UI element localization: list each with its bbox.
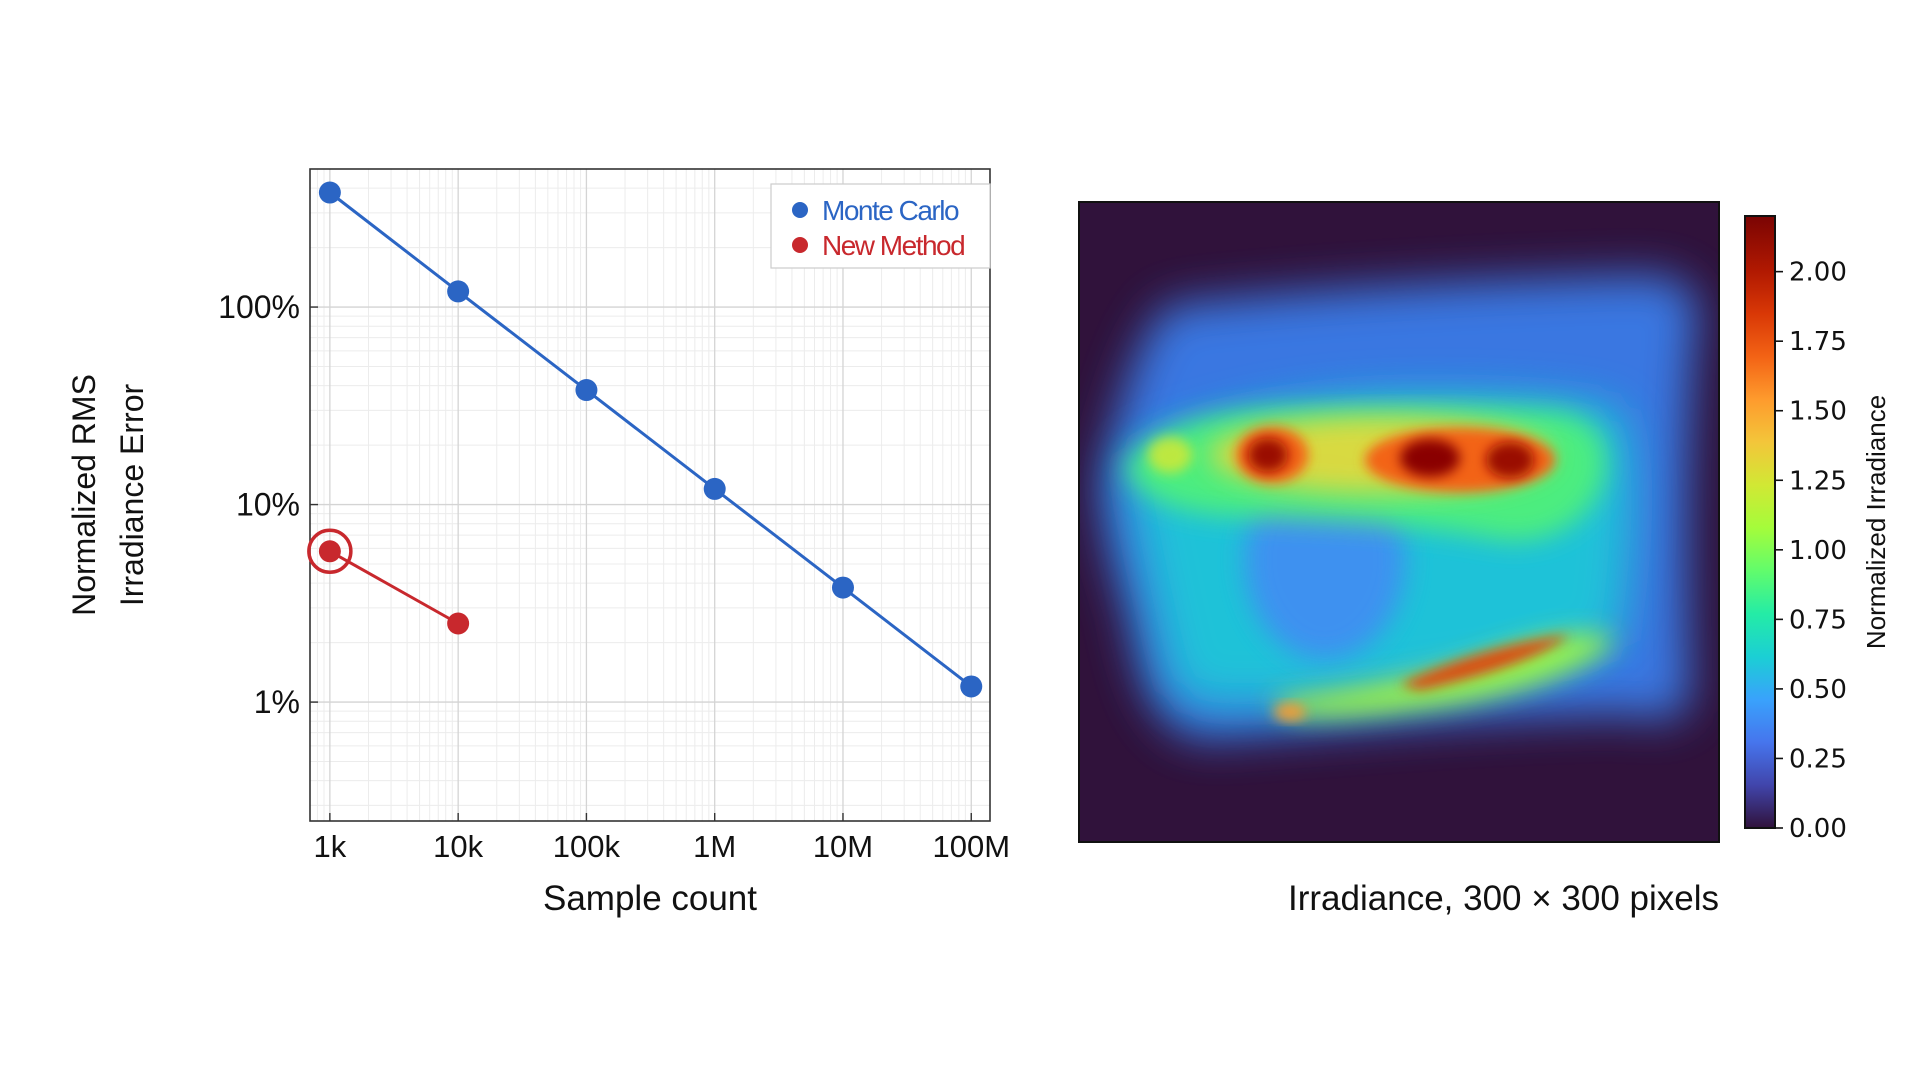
heatmap-lower-left-spot (1274, 703, 1306, 721)
series-points (307, 181, 983, 698)
colorbar-tick-label: 0.50 (1789, 675, 1847, 705)
legend: Monte Carlo New Method (770, 183, 991, 269)
heatmap-caption: Irradiance, 300 × 300 pixels (1288, 879, 1719, 918)
plot-area (310, 169, 990, 821)
irradiance-heatmap: Irradiance, 300 × 300 pixels 0.00 0.25 0.5… (1078, 201, 1891, 918)
heatmap-hot-right-2 (1486, 442, 1534, 478)
data-point-new-method (318, 540, 341, 563)
y-tick-label: 10% (236, 487, 300, 523)
x-tick-label: 100k (553, 829, 621, 864)
heatmap-field (1100, 275, 1698, 740)
x-tick-label: 100M (932, 829, 1010, 864)
x-axis-ticks: 1k 10k 100k 1M 10M 100M (313, 813, 1010, 864)
data-point-monte-carlo (703, 477, 726, 500)
colorbar-gradient (1744, 215, 1776, 829)
data-point-monte-carlo (447, 280, 470, 303)
colorbar-tick-label: 2.00 (1789, 258, 1847, 288)
y-tick-label: 100% (218, 289, 300, 325)
major-grid (310, 169, 990, 821)
x-axis-label: Sample count (543, 879, 757, 918)
data-point-monte-carlo (831, 576, 854, 599)
data-point-monte-carlo (318, 181, 341, 204)
colorbar-tick-label: 0.75 (1789, 605, 1847, 635)
colorbar-tick-label: 1.50 (1789, 397, 1847, 427)
heatmap-lower-hot (1400, 635, 1570, 690)
colorbar-tick-label: 0.25 (1789, 744, 1847, 774)
series-line-monte-carlo (328, 191, 973, 688)
y-axis-label-line-2: Irradiance Error (114, 384, 150, 607)
series-line-new-method (329, 549, 459, 625)
colorbar-ticks: 0.00 0.25 0.50 0.75 1.00 1.25 1.50 1.75 2.00 (1775, 258, 1847, 844)
plot-frame (309, 168, 991, 822)
x-tick-label: 1k (313, 829, 346, 864)
data-point-monte-carlo (960, 675, 983, 698)
error-chart: 1k 10k 100k 1M 10M 100M 1% 10% 100% Sample coun… (66, 168, 1010, 918)
legend-label-monte-carlo: Monte Carlo (822, 195, 959, 226)
colorbar-tick-label: 0.00 (1789, 814, 1847, 844)
legend-label-new-method: New Method (822, 230, 964, 261)
heatmap-hot-left (1248, 438, 1288, 472)
legend-marker-new-method (792, 237, 808, 253)
x-tick-label: 10k (433, 829, 483, 864)
y-axis-ticks: 1% 10% 100% (218, 289, 318, 720)
legend-marker-monte-carlo (792, 202, 808, 218)
colorbar: 0.00 0.25 0.50 0.75 1.00 1.25 1.50 1.75 2.00 Nor… (1744, 215, 1891, 844)
heatmap-left-spot (1148, 437, 1192, 473)
y-axis-label-line-1: Normalized RMS (66, 374, 102, 616)
colorbar-label: Normalized Irradiance (1861, 395, 1891, 649)
data-point-monte-carlo (575, 379, 598, 402)
y-axis-label: Normalized RMS Irradiance Error (66, 374, 150, 616)
data-point-new-method (447, 612, 470, 635)
x-tick-label: 10M (813, 829, 873, 864)
colorbar-tick-label: 1.75 (1789, 327, 1847, 357)
colorbar-tick-label: 1.25 (1789, 466, 1847, 496)
heatmap-frame (1078, 201, 1720, 843)
heatmap-hot-right-1 (1400, 439, 1460, 477)
legend-box (770, 183, 991, 269)
series-lines (328, 191, 973, 688)
y-tick-label: 1% (254, 684, 300, 720)
highlight-ring (307, 528, 353, 575)
x-tick-label: 1M (693, 829, 736, 864)
colorbar-tick-label: 1.00 (1789, 536, 1847, 566)
